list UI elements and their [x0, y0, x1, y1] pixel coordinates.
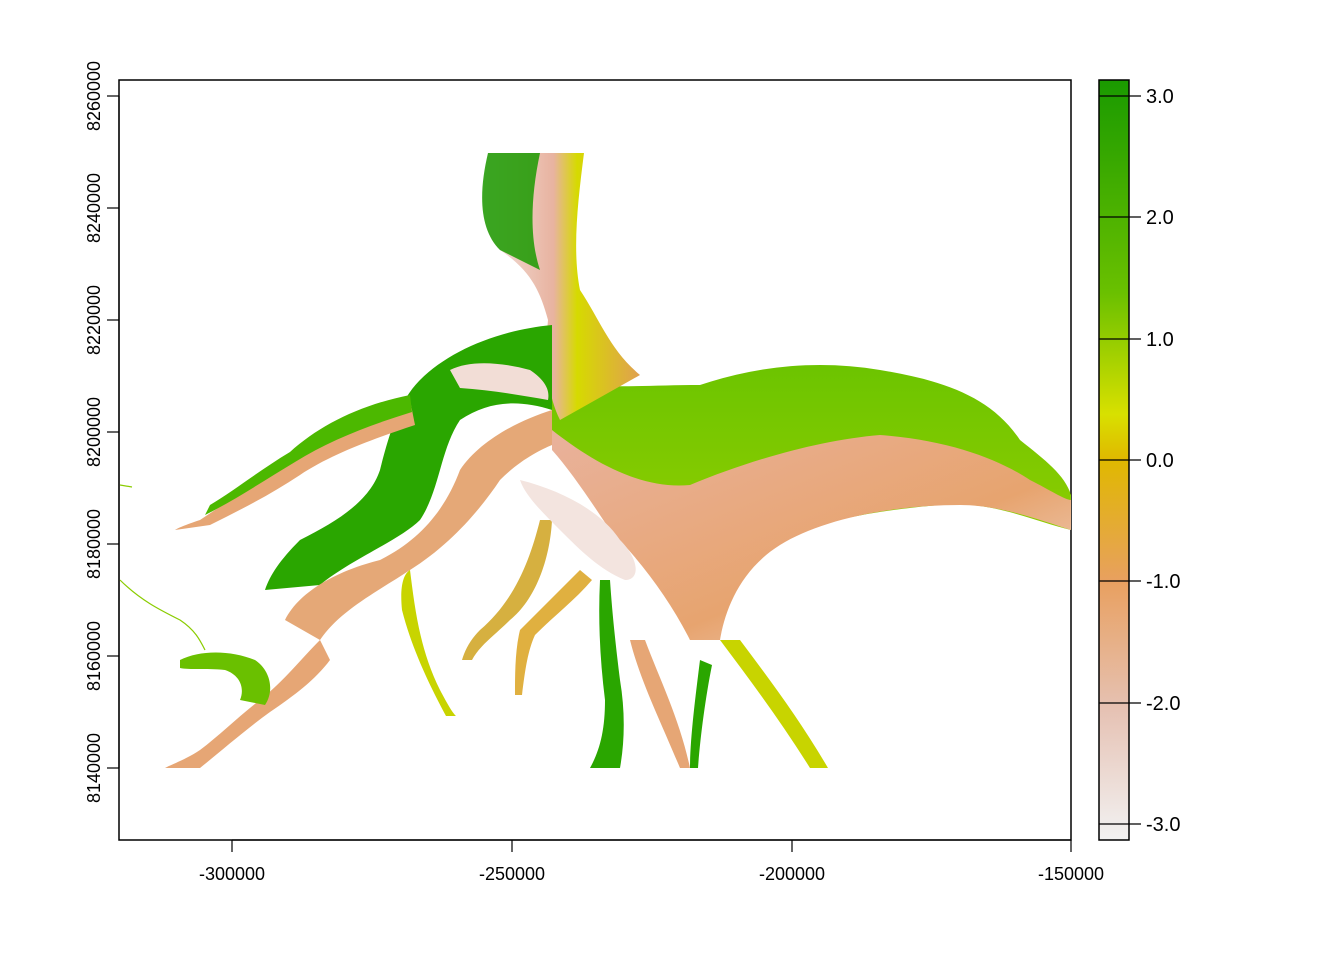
y-tick-label: 8260000: [84, 61, 104, 131]
raster-southwest-arm: [165, 640, 330, 768]
raster-layer: [119, 153, 1071, 768]
raster-creek-2: [462, 520, 552, 660]
raster-creek-3: [515, 570, 592, 695]
legend-tick-label: -2.0: [1146, 693, 1180, 715]
legend-tick-label: -3.0: [1146, 814, 1180, 836]
y-tick-label: 8220000: [84, 285, 104, 355]
raster-north-green: [482, 153, 540, 270]
legend-tick-label: 2.0: [1146, 207, 1174, 229]
raster-west-pink: [285, 410, 552, 640]
legend-tick-label: 1.0: [1146, 329, 1174, 351]
raster-creek-4: [590, 580, 624, 768]
y-tick-label: 8240000: [84, 173, 104, 243]
raster-creek-6: [720, 640, 828, 768]
y-tick-label: 8160000: [84, 621, 104, 691]
raster-thin-creek-2: [119, 484, 133, 488]
x-axis: -300000 -250000 -200000 -150000: [199, 839, 1104, 884]
y-axis: 8140000 8160000 8180000 8200000 8220000 …: [84, 61, 120, 803]
legend-tick-label: 0.0: [1146, 450, 1174, 472]
legend-tick-label: 3.0: [1146, 86, 1174, 108]
raster-far-west-green: [205, 395, 412, 515]
x-tick-label: -300000: [199, 864, 265, 884]
raster-creek-5: [630, 640, 690, 768]
raster-main-arm-south: [552, 430, 1071, 640]
raster-southwest-green: [180, 652, 271, 705]
raster-west-green: [265, 325, 552, 590]
y-tick-label: 8200000: [84, 397, 104, 467]
raster-thin-creek: [119, 579, 206, 651]
x-tick-label: -200000: [759, 864, 825, 884]
legend: 3.0 2.0 1.0 0.0 -1.0 -2.0 -3.0: [1098, 79, 1180, 841]
raster-creek-7: [690, 660, 712, 768]
x-tick-label: -250000: [479, 864, 545, 884]
raster-pale-patch-1: [520, 480, 636, 580]
legend-tick-label: -1.0: [1146, 571, 1180, 593]
y-tick-label: 8140000: [84, 733, 104, 803]
raster-creek-1: [401, 570, 456, 716]
x-tick-label: -150000: [1038, 864, 1104, 884]
y-tick-label: 8180000: [84, 509, 104, 579]
raster-pale-patch-2: [450, 363, 549, 400]
